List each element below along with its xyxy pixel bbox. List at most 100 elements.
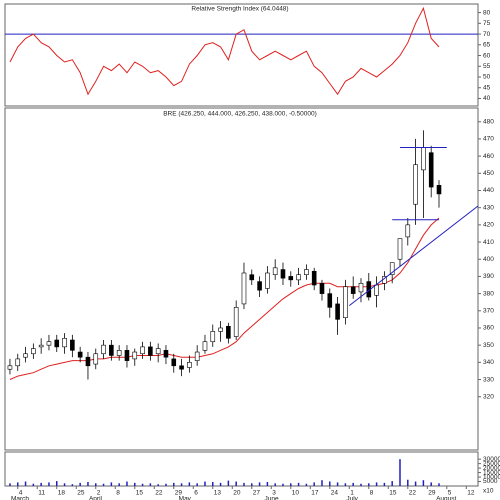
volume-bar xyxy=(17,482,19,486)
candle-body xyxy=(31,348,36,355)
candle-body xyxy=(428,152,434,188)
candle-body xyxy=(70,339,75,351)
x-tick-label: 15 xyxy=(136,490,144,497)
volume-bar xyxy=(414,481,417,486)
y-tick-label: 70 xyxy=(483,31,491,38)
candle-body xyxy=(109,344,114,356)
candle-body xyxy=(23,353,28,358)
y-tick-label: 450 xyxy=(483,170,494,177)
candle-body xyxy=(265,272,270,289)
x-tick-label: 1 xyxy=(350,490,354,497)
y-tick-label: 80 xyxy=(483,9,491,16)
volume-bar xyxy=(313,482,315,486)
candle-body xyxy=(171,358,177,367)
month-label: June xyxy=(264,496,278,500)
x-tick-label: 3 xyxy=(272,490,276,497)
x-tick-label: 8 xyxy=(116,490,120,497)
candle-body xyxy=(335,303,340,320)
candle-body xyxy=(257,281,262,291)
x-tick-label: 18 xyxy=(58,490,66,497)
volume-bar xyxy=(438,483,440,486)
x-tick-label: 2 xyxy=(97,490,101,497)
volume-bar xyxy=(344,483,347,486)
volume-bar xyxy=(118,483,120,486)
volume-bar xyxy=(360,483,362,486)
y-tick-label: 10000 xyxy=(483,474,500,481)
candle-body xyxy=(62,337,67,348)
x-tick-label: 6 xyxy=(194,490,198,497)
y-tick-label: 340 xyxy=(483,359,494,366)
candle-body xyxy=(343,286,348,318)
volume-bar xyxy=(149,483,152,486)
volume-bar xyxy=(329,481,331,486)
month-label: May xyxy=(179,496,192,500)
candle-body xyxy=(210,331,216,343)
candle-body xyxy=(436,185,442,195)
month-label: July xyxy=(346,496,358,500)
y-tick-label: 25000 xyxy=(483,460,500,467)
month-label: March xyxy=(11,496,29,500)
y-tick-label: 430 xyxy=(483,204,494,211)
candle-body xyxy=(421,147,426,171)
month-label: April xyxy=(89,496,103,500)
candle-body xyxy=(358,282,364,293)
x-tick-label: 12 xyxy=(467,490,475,497)
candle-body xyxy=(319,282,325,294)
x-tick-label: 15 xyxy=(389,490,397,497)
y-tick-label: 65 xyxy=(483,42,491,49)
volume-bar xyxy=(204,481,206,486)
y-tick-label: 380 xyxy=(483,290,494,297)
candle-body xyxy=(218,327,223,332)
rsi-title: Relative Strength Index (64.0448) xyxy=(191,6,288,13)
volume-bar xyxy=(422,480,425,486)
candle-body xyxy=(304,269,309,276)
candle-body xyxy=(350,286,356,294)
rsi-line xyxy=(9,6,440,96)
volume-bar xyxy=(63,483,66,486)
y-tick-label: 20000 xyxy=(483,465,500,472)
x-tick-label: 25 xyxy=(77,490,85,497)
volume-bar xyxy=(430,482,432,486)
y-tick-label: 410 xyxy=(483,239,494,246)
x-tick-label: 29 xyxy=(175,490,183,497)
y-tick-label: 40 xyxy=(483,95,491,102)
volume-bar xyxy=(102,483,105,486)
candle-body xyxy=(15,358,21,367)
x-tick-label: 11 xyxy=(38,490,45,497)
y-tick-label: 460 xyxy=(483,153,494,160)
y-tick-label: 480 xyxy=(483,118,494,125)
y-tick-label: 470 xyxy=(483,136,494,143)
y-tick-label: 390 xyxy=(483,273,494,280)
volume-frame xyxy=(4,451,479,487)
x-tick-label: 29 xyxy=(428,490,436,497)
volume-bar xyxy=(79,482,81,486)
candle-body xyxy=(327,293,333,308)
x-tick-label: 24 xyxy=(331,490,339,497)
volume-bar xyxy=(141,483,144,486)
x-tick-label: 5 xyxy=(448,490,452,497)
candle-body xyxy=(140,346,145,355)
candle-body xyxy=(124,350,130,361)
y-tick-label: 370 xyxy=(483,308,494,315)
candle-body xyxy=(93,353,99,365)
volume-bar xyxy=(321,480,323,486)
volume-bar xyxy=(305,483,308,486)
candle-body xyxy=(311,270,317,286)
candle-body xyxy=(77,351,83,358)
candle-body xyxy=(187,362,192,368)
volume-bar xyxy=(258,482,261,486)
candle-body xyxy=(7,365,13,370)
y-tick-label: 5000 xyxy=(483,478,498,485)
y-tick-label: 15000 xyxy=(483,469,500,476)
x-tick-label: 4 xyxy=(19,490,23,497)
volume-bar xyxy=(212,481,214,486)
y-tick-label: 45 xyxy=(483,84,491,91)
volume-bar xyxy=(56,481,58,486)
volume-bar xyxy=(32,483,35,486)
y-tick-label: 60 xyxy=(483,52,491,59)
y-tick-label: 350 xyxy=(483,342,494,349)
y-tick-label: 30000 xyxy=(483,456,500,463)
volume-bar xyxy=(235,481,237,486)
candle-body xyxy=(272,267,278,276)
volume-bar xyxy=(266,481,269,486)
